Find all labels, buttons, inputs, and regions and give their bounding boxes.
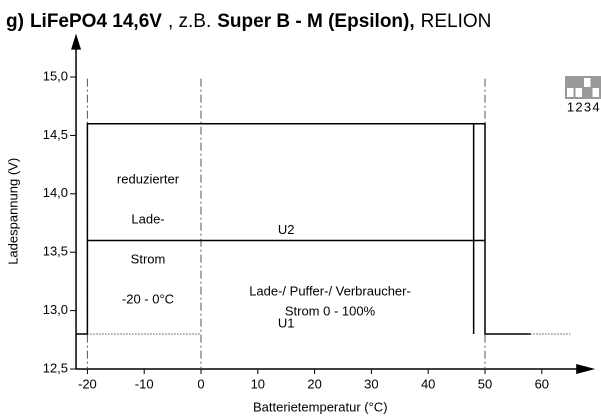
annotation: -20 - 0°C [122, 291, 174, 306]
y-axis-arrow [71, 33, 82, 50]
x-tick-label: 30 [364, 376, 378, 391]
x-tick-label: 60 [535, 376, 549, 391]
switch-cell [584, 78, 591, 87]
x-tick-label: 50 [478, 376, 492, 391]
switch-label: 3 [584, 99, 591, 114]
annotation: reduzierter [117, 171, 180, 186]
x-tick-label: 40 [421, 376, 435, 391]
y-axis-label: Ladespannung (V) [5, 158, 20, 265]
switch-body [565, 76, 601, 99]
x-axis-arrow [576, 364, 596, 374]
x-tick-label: -10 [135, 376, 154, 391]
series-line [76, 122, 531, 335]
annotation: Lade- [131, 211, 164, 226]
switch-label: 4 [592, 99, 599, 114]
x-tick-label: 20 [307, 376, 321, 391]
switch-cell [592, 88, 599, 97]
y-tick-label: 12,5 [43, 360, 68, 375]
title-part: , z.B. [168, 11, 211, 32]
switch-label: 2 [575, 99, 582, 114]
series-label: U2 [278, 222, 295, 237]
title-part: g) [6, 11, 24, 32]
annotation: Lade-/ Puffer-/ Verbraucher- [249, 283, 411, 298]
chart-title: g) LiFePO4 14,6V , z.B. Super B - M (Epsilo… [6, 11, 491, 32]
switch-cell [567, 88, 574, 97]
title-part: Super B - M (Epsilon), [217, 11, 414, 32]
title-part: LiFePO4 14,6V [30, 11, 162, 32]
series-label: U1 [278, 315, 295, 330]
x-tick-label: 0 [197, 376, 204, 391]
y-tick-label: 13,5 [43, 244, 68, 259]
annotation: Strom [131, 251, 166, 266]
y-tick-label: 13,0 [43, 302, 68, 317]
y-tick-label: 14,0 [43, 185, 68, 200]
x-axis-label: Batterietemperatur (°C) [253, 399, 388, 414]
y-tick-label: 15,0 [43, 68, 68, 83]
x-tick-label: -20 [78, 376, 97, 391]
switch-label: 1 [567, 99, 574, 114]
switch-cell [575, 88, 582, 97]
y-tick-label: 14,5 [43, 127, 68, 142]
annotation: Strom 0 - 100% [285, 303, 376, 318]
x-tick-label: 10 [251, 376, 265, 391]
title-part: RELION [421, 11, 492, 32]
